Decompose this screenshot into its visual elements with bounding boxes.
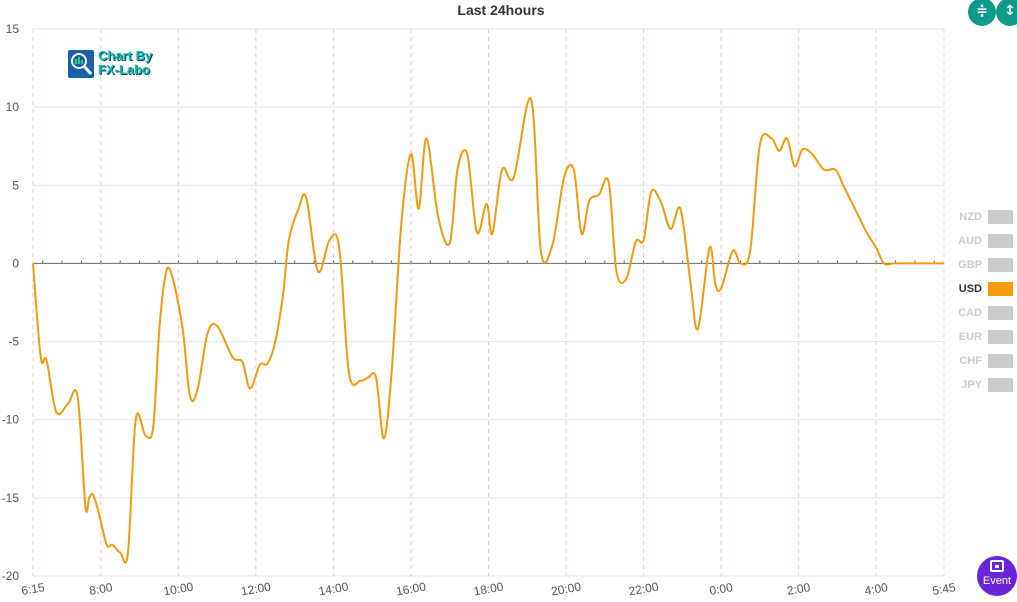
legend: NZD AUD GBP USD CAD EUR CHF JPY — [950, 208, 1015, 400]
legend-label: USD — [958, 283, 982, 295]
event-label: Event — [982, 575, 1012, 587]
expand-vertical-icon: ↕ — [1004, 3, 1016, 19]
logo-line-2: FX-Labo — [98, 62, 150, 77]
legend-label: JPY — [961, 379, 982, 391]
legend-item-chf[interactable]: CHF — [950, 352, 1015, 376]
x-tick-label: 16:00 — [395, 579, 427, 598]
x-tick-label: 4:00 — [863, 580, 889, 598]
y-axis-ticks: 15 10 5 0 -5 -10 -15 -20 — [2, 22, 20, 583]
y-tick-label: -15 — [2, 491, 20, 505]
legend-item-jpy[interactable]: JPY — [950, 376, 1015, 400]
y-tick-label: 10 — [6, 100, 20, 114]
x-tick-label: 6:15 — [20, 580, 46, 598]
series-line-usd — [32, 97, 944, 564]
y-tick-label: 0 — [12, 256, 19, 270]
x-tick-label: 14:00 — [317, 579, 349, 598]
legend-label: CHF — [959, 355, 982, 367]
legend-label: AUD — [958, 235, 982, 247]
legend-swatch — [988, 258, 1013, 272]
series-layer — [32, 97, 944, 564]
x-axis-ticks: 6:15 8:00 10:00 12:00 14:00 16:00 18:00 20:00 22… — [20, 260, 957, 599]
grid-lines — [32, 28, 945, 577]
legend-swatch — [988, 330, 1013, 344]
x-tick-label: 8:00 — [88, 580, 114, 598]
y-tick-label: -10 — [2, 413, 20, 427]
legend-swatch — [988, 306, 1013, 320]
x-tick-label: 12:00 — [240, 579, 272, 598]
y-tick-label: -20 — [2, 569, 20, 583]
calendar-icon — [990, 560, 1004, 572]
compress-vertical-icon: ≑ — [976, 3, 988, 19]
x-tick-label: 18:00 — [472, 579, 504, 598]
y-tick-label: 5 — [12, 178, 19, 192]
legend-label: CAD — [958, 307, 982, 319]
logo-chart-icon — [68, 50, 94, 78]
expand-vertical-button[interactable]: ↕ — [996, 0, 1017, 26]
legend-swatch — [988, 234, 1013, 248]
legend-item-aud[interactable]: AUD — [950, 232, 1015, 256]
x-tick-label: 20:00 — [550, 579, 582, 598]
y-tick-label: 15 — [6, 22, 20, 36]
legend-swatch — [988, 354, 1013, 368]
x-tick-label: 10:00 — [162, 579, 194, 598]
legend-swatch — [988, 378, 1013, 392]
legend-item-nzd[interactable]: NZD — [950, 208, 1015, 232]
legend-item-eur[interactable]: EUR — [950, 328, 1015, 352]
legend-label: GBP — [958, 259, 982, 271]
x-tick-label: 22:00 — [628, 579, 660, 598]
legend-label: NZD — [959, 211, 982, 223]
compress-vertical-button[interactable]: ≑ — [968, 0, 996, 26]
logo-text: Chart By FX-Labo — [98, 49, 152, 77]
x-tick-label: 2:00 — [786, 580, 812, 598]
legend-swatch — [988, 282, 1013, 296]
chart-title: Last 24hours — [457, 2, 545, 18]
y-tick-label: -5 — [8, 335, 19, 349]
legend-item-cad[interactable]: CAD — [950, 304, 1015, 328]
legend-label: EUR — [958, 331, 982, 343]
x-tick-label: 0:00 — [708, 580, 734, 598]
x-tick-label: 5:45 — [931, 580, 957, 598]
legend-item-usd[interactable]: USD — [950, 280, 1015, 304]
logo-line-1: Chart By — [98, 48, 153, 63]
legend-swatch — [988, 210, 1013, 224]
fx-labo-logo: Chart By FX-Labo — [68, 49, 168, 80]
legend-item-gbp[interactable]: GBP — [950, 256, 1015, 280]
event-button[interactable]: Event — [977, 556, 1017, 596]
